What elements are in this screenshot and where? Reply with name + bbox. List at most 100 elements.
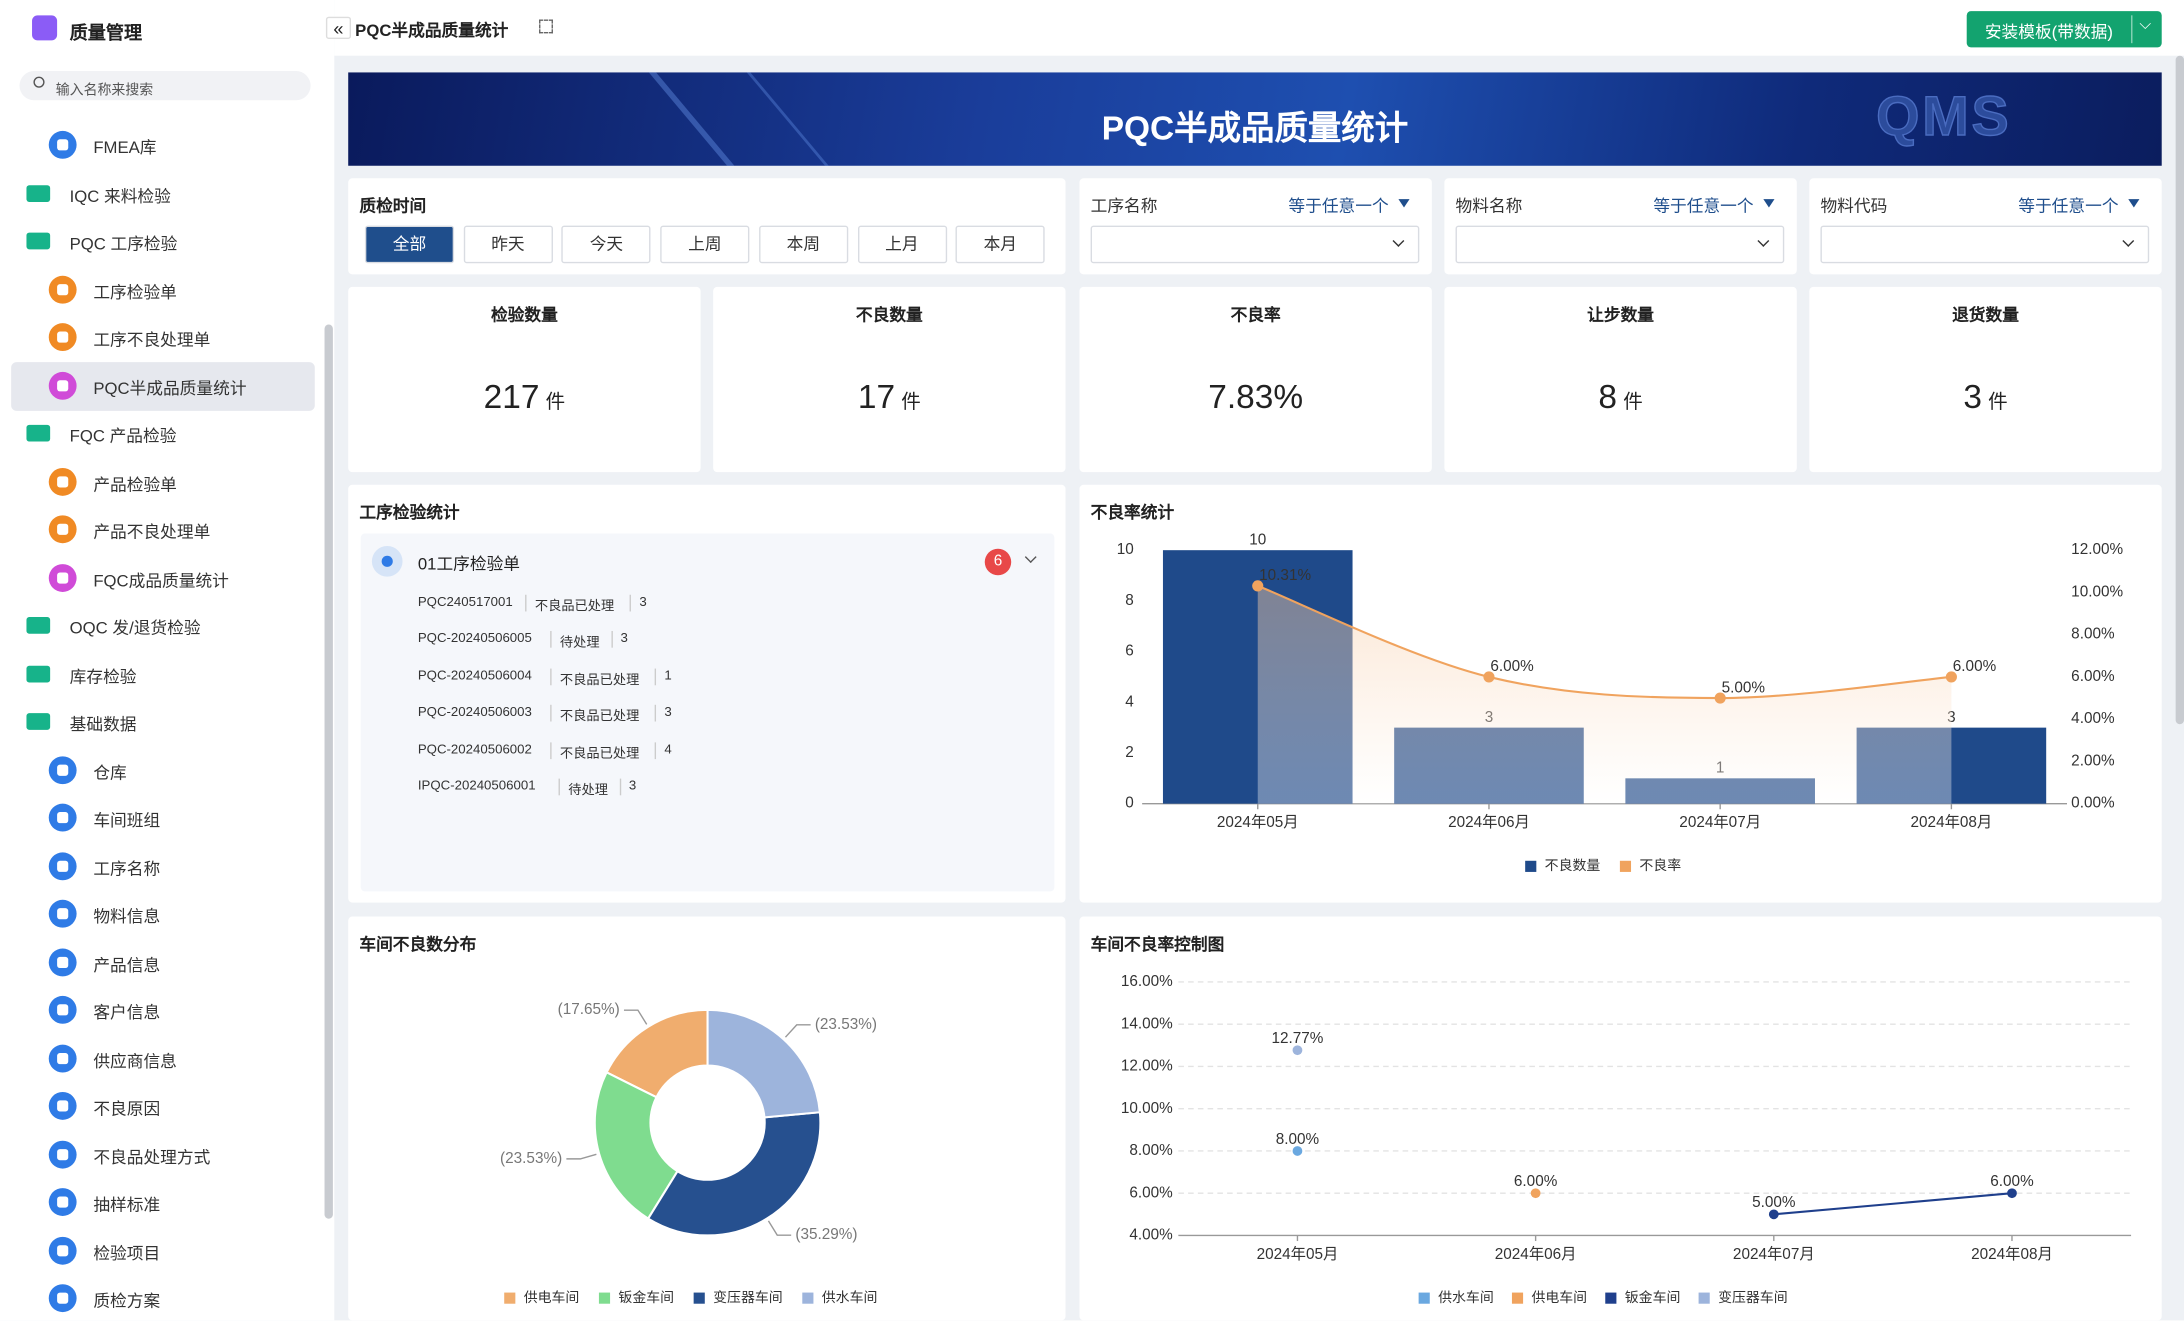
nav-item[interactable]: 工序检验单 — [93, 282, 177, 302]
time-option[interactable]: 昨天 — [463, 225, 553, 264]
folder-icon — [26, 665, 51, 682]
kpi-card — [1444, 286, 1797, 473]
operator-arrow — [2128, 199, 2140, 208]
time-option[interactable]: 今天 — [561, 225, 652, 264]
folder-icon — [26, 424, 51, 442]
nav-item[interactable]: FQC成品质量统计 — [93, 570, 229, 590]
row-cell: 不良品已处理 — [559, 709, 640, 725]
row-cell: 3 — [628, 778, 637, 794]
nav-group[interactable]: IQC 来料检验 — [69, 185, 171, 206]
kpi-value-row: 17 件 — [713, 379, 1065, 418]
kpi-value: 17 — [857, 378, 896, 417]
time-option[interactable]: 全部 — [364, 225, 455, 264]
row-cell: PQC-20240506004 — [417, 668, 532, 684]
chart-title: 车间不良率控制图 — [1090, 934, 1225, 955]
nav-icon-dot — [57, 331, 69, 343]
filter-label: 物料名称 — [1455, 196, 1523, 216]
nav-item[interactable]: 物料信息 — [93, 906, 161, 927]
select-box[interactable] — [1090, 225, 1420, 264]
row-cell: 3 — [664, 705, 672, 721]
nav-item[interactable]: 仓库 — [93, 762, 127, 783]
kpi-label: 不良数量 — [855, 305, 923, 325]
search-box[interactable] — [19, 71, 311, 101]
kpi-card — [1079, 286, 1432, 473]
time-option[interactable]: 上月 — [857, 225, 947, 264]
cell-separator — [550, 741, 552, 759]
cell-separator — [654, 705, 657, 722]
row-cell: 3 — [639, 594, 647, 611]
top-bar: « PQC半成品质量统计 安装模板(带数据) ⌵ — [325, 0, 2184, 56]
nav-item[interactable]: PQC半成品质量统计 — [93, 378, 247, 398]
nav-item[interactable]: 车间班组 — [93, 810, 161, 831]
nav-item[interactable]: 供应商信息 — [93, 1050, 177, 1071]
search-placeholder: 输入名称来搜索 — [55, 83, 154, 99]
nav-icon-dot — [57, 1196, 69, 1208]
row-cell: PQC-20240506003 — [417, 705, 532, 721]
nav-group[interactable]: PQC 工序检验 — [69, 233, 178, 254]
nav-icon-dot — [57, 379, 69, 391]
cell-separator — [629, 594, 631, 612]
filter-label: 物料代码 — [1820, 196, 1888, 216]
nav-item[interactable]: 客户信息 — [93, 1002, 161, 1023]
fullscreen-icon[interactable] — [539, 19, 553, 34]
nav-group[interactable]: 基础数据 — [69, 714, 137, 735]
nav-item[interactable]: 质检方案 — [93, 1291, 161, 1311]
nav-item[interactable]: FMEA库 — [93, 137, 157, 158]
cell-separator — [610, 631, 613, 649]
cell-separator — [550, 668, 552, 686]
row-cell: 不良品已处理 — [559, 672, 640, 688]
nav-item[interactable]: 工序名称 — [93, 858, 161, 879]
nav-item[interactable]: 不良品处理方式 — [93, 1147, 211, 1167]
nav-group[interactable]: FQC 产品检验 — [69, 426, 177, 446]
row-cell: IPQC-20240506001 — [417, 778, 536, 794]
row-cell: PQC-20240506005 — [417, 631, 532, 647]
nav-item[interactable]: 产品检验单 — [93, 474, 177, 494]
badge: 6 — [984, 548, 1012, 576]
collapse-button[interactable]: « — [325, 16, 351, 39]
group-title[interactable]: 01工序检验单 — [417, 554, 521, 574]
nav-icon-dot — [57, 475, 69, 487]
filter-operator[interactable]: 等于任意一个 — [1653, 196, 1754, 216]
cell-separator — [619, 778, 621, 796]
nav-group[interactable]: 库存检验 — [69, 666, 137, 686]
main-scrollbar[interactable] — [2175, 55, 2184, 725]
nav-icon-dot — [57, 1100, 69, 1112]
cell-separator — [654, 741, 657, 759]
nav-item[interactable]: 工序不良处理单 — [93, 330, 211, 350]
row-cell: 3 — [620, 631, 628, 647]
cell-separator — [654, 668, 657, 686]
nav-icon-dot — [57, 1004, 69, 1016]
select-box[interactable] — [1820, 225, 2150, 264]
time-option[interactable]: 本月 — [955, 225, 1045, 264]
select-box[interactable] — [1455, 225, 1785, 264]
folder-icon — [26, 184, 51, 202]
scrollbar[interactable] — [324, 324, 333, 1219]
filter-operator[interactable]: 等于任意一个 — [2018, 196, 2119, 216]
kpi-value: 8 — [1598, 378, 1618, 417]
dropdown-arrow[interactable]: ⌵ — [2139, 16, 2152, 34]
nav-item[interactable]: 产品不良处理单 — [93, 522, 211, 542]
nav-item[interactable]: 不良原因 — [93, 1098, 161, 1119]
list-box — [360, 533, 1055, 892]
nav-item[interactable]: 产品信息 — [93, 954, 161, 975]
filter-operator[interactable]: 等于任意一个 — [1288, 196, 1389, 216]
row-cell: 1 — [664, 668, 672, 684]
folder-icon — [26, 713, 51, 730]
nav-item[interactable]: 抽样标准 — [93, 1195, 161, 1215]
kpi-label: 让步数量 — [1587, 305, 1655, 325]
panel — [348, 916, 1066, 1321]
nav-item[interactable]: 检验项目 — [93, 1243, 161, 1263]
time-option[interactable]: 本周 — [758, 225, 848, 264]
nav-icon-dot — [57, 139, 69, 151]
nav-group[interactable]: OQC 发/退货检验 — [69, 618, 201, 638]
banner: PQC半成品质量统计 QMS — [348, 72, 2162, 166]
nav-icon-dot — [57, 956, 69, 968]
chart-title: 车间不良数分布 — [359, 934, 477, 955]
install-button[interactable]: 安装模板(带数据) ⌵ — [1966, 11, 2162, 48]
cell-separator — [550, 631, 552, 649]
time-option[interactable]: 上周 — [660, 225, 750, 264]
kpi-unit: 件 — [545, 389, 566, 413]
kpi-label: 检验数量 — [490, 305, 558, 325]
